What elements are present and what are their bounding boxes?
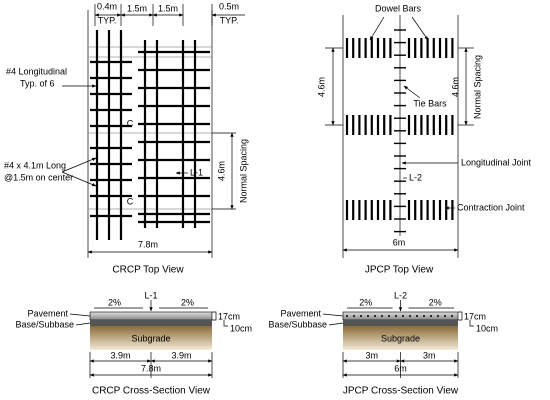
shape <box>90 30 210 240</box>
dowel <box>416 315 418 317</box>
line-art <box>61 157 97 173</box>
dowel <box>395 315 397 317</box>
dimension-note: TYP. <box>220 15 239 25</box>
dowel <box>388 315 390 317</box>
dimension: 3.9m <box>110 350 130 360</box>
dimension-label: Normal Spacing <box>238 139 248 203</box>
slope-label: 2% <box>359 297 372 307</box>
layer-label: Subgrade <box>381 333 420 343</box>
dimension-label: Normal Spacing <box>472 55 482 119</box>
caption: CRCP Cross-Section View <box>92 386 211 397</box>
dimension: 3m <box>423 350 436 360</box>
layer-depth: 10cm <box>476 323 498 333</box>
dowel <box>430 315 432 317</box>
line-art <box>411 16 429 41</box>
shape <box>345 29 454 233</box>
jpcp-top-view <box>325 15 474 258</box>
dowel <box>423 315 425 317</box>
leader <box>75 322 91 326</box>
section-label: L-1 <box>190 167 203 177</box>
joint-label: Longitudinal Joint <box>461 157 532 167</box>
leader <box>69 313 91 317</box>
dowel <box>409 315 411 317</box>
bar-label: @1.5m on center <box>4 172 73 182</box>
depth-bracket <box>212 311 228 327</box>
layer-label: Pavement <box>27 308 68 318</box>
joint-label: Contraction Joint <box>457 202 525 212</box>
layer-depth: 17cm <box>464 311 486 321</box>
dowel <box>374 315 376 317</box>
line-art <box>403 85 421 99</box>
dowel <box>367 315 369 317</box>
line-art <box>61 171 97 187</box>
dowel <box>381 315 383 317</box>
layer-depth: 17cm <box>218 311 240 321</box>
dowel <box>360 315 362 317</box>
base-layer <box>343 320 458 326</box>
bar-label: #4 x 4.1m Long <box>4 160 66 170</box>
dimension: 0.4m <box>97 1 117 11</box>
dimension: 7.8m <box>138 239 158 249</box>
caption: JPCP Cross-Section View <box>343 386 459 397</box>
section-label: L-2 <box>409 172 422 182</box>
slope-label: 2% <box>181 297 194 307</box>
leader <box>322 313 344 317</box>
dimension: 1.5m <box>127 3 147 13</box>
dimension: 4.6m <box>216 161 226 181</box>
dimension: 1.5m <box>158 3 178 13</box>
layer-label: Base/Subbase <box>268 319 327 329</box>
caption: CRCP Top View <box>112 265 184 276</box>
bar-label: Tie Bars <box>413 98 447 108</box>
subgrade-layer <box>343 326 458 350</box>
layer-label: Subgrade <box>131 333 170 343</box>
dowel <box>451 315 453 317</box>
dimension: 0.5m <box>219 1 239 11</box>
crcp-top-view <box>61 4 245 258</box>
dowel <box>346 315 348 317</box>
dimension: 3.9m <box>171 350 191 360</box>
line-art <box>369 16 385 41</box>
dimension: 6m <box>394 363 407 373</box>
subgrade-layer <box>90 326 212 350</box>
section-label: L-1 <box>144 290 157 300</box>
dowel <box>353 315 355 317</box>
section-label: L-2 <box>394 290 407 300</box>
depth-bracket <box>458 311 474 327</box>
dowel <box>437 315 439 317</box>
dimension: 7.8m <box>141 363 161 373</box>
dowel <box>444 315 446 317</box>
slope-label: 2% <box>108 297 121 307</box>
dimension: 6m <box>393 237 406 247</box>
bar-label: #4 Longitudinal <box>6 66 67 76</box>
leader <box>328 322 344 326</box>
dowel <box>402 315 404 317</box>
dimension-note: TYP. <box>98 15 117 25</box>
dimension: 3m <box>365 350 378 360</box>
slab-label: C <box>127 118 134 128</box>
slope-label: 2% <box>429 297 442 307</box>
layer-depth: 10cm <box>230 323 252 333</box>
dimension: 4.6m <box>450 77 460 97</box>
layer-label: Pavement <box>280 308 321 318</box>
layer-label: Base/Subbase <box>15 319 74 329</box>
pavement-layer <box>89 311 213 321</box>
base-layer <box>90 320 212 326</box>
bar-label: Typ. of 6 <box>20 78 55 88</box>
bar-label: Dowel Bars <box>375 3 422 13</box>
slab-label: C <box>127 196 134 206</box>
dimension: 4.6m <box>316 77 326 97</box>
caption: JPCP Top View <box>365 265 434 276</box>
